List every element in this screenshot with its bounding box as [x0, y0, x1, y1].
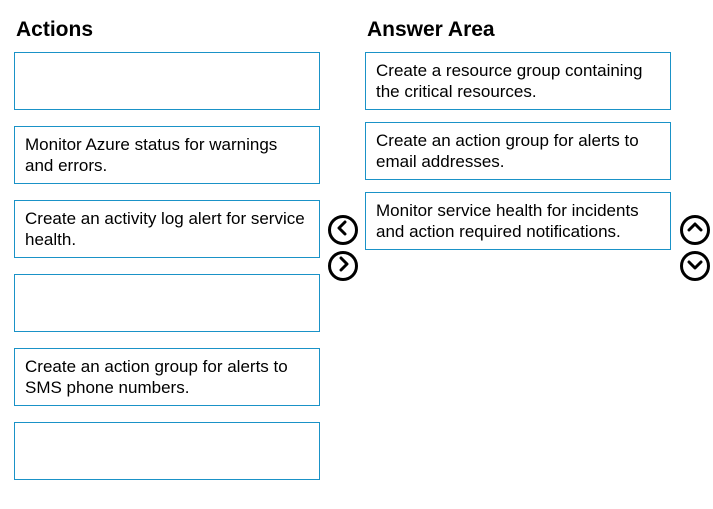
chevron-down-icon: [687, 256, 703, 277]
answer-item-text: Create a resource group containing the c…: [376, 60, 660, 103]
answer-item[interactable]: Create a resource group containing the c…: [365, 52, 671, 110]
move-up-button[interactable]: [680, 215, 710, 245]
reorder-controls: [680, 215, 710, 281]
action-item[interactable]: [14, 422, 320, 480]
chevron-right-icon: [335, 256, 351, 277]
action-item-text: Create an activity log alert for service…: [25, 208, 309, 251]
action-item-text: Monitor Azure status for warnings and er…: [25, 134, 309, 177]
action-item[interactable]: Monitor Azure status for warnings and er…: [14, 126, 320, 184]
move-right-button[interactable]: [328, 251, 358, 281]
answer-item-text: Monitor service health for incidents and…: [376, 200, 660, 243]
move-controls: [328, 215, 358, 281]
move-down-button[interactable]: [680, 251, 710, 281]
answer-item[interactable]: Create an action group for alerts to ema…: [365, 122, 671, 180]
chevron-left-icon: [335, 220, 351, 241]
action-item[interactable]: Create an activity log alert for service…: [14, 200, 320, 258]
answer-area-column: Answer Area Create a resource group cont…: [365, 18, 671, 262]
move-left-button[interactable]: [328, 215, 358, 245]
answer-item[interactable]: Monitor service health for incidents and…: [365, 192, 671, 250]
actions-heading: Actions: [14, 18, 320, 42]
action-item[interactable]: [14, 52, 320, 110]
chevron-up-icon: [687, 220, 703, 241]
answers-heading: Answer Area: [365, 18, 671, 42]
action-item[interactable]: [14, 274, 320, 332]
action-item-text: Create an action group for alerts to SMS…: [25, 356, 309, 399]
actions-column: Actions Monitor Azure status for warning…: [14, 18, 320, 496]
action-item[interactable]: Create an action group for alerts to SMS…: [14, 348, 320, 406]
answer-item-text: Create an action group for alerts to ema…: [376, 130, 660, 173]
